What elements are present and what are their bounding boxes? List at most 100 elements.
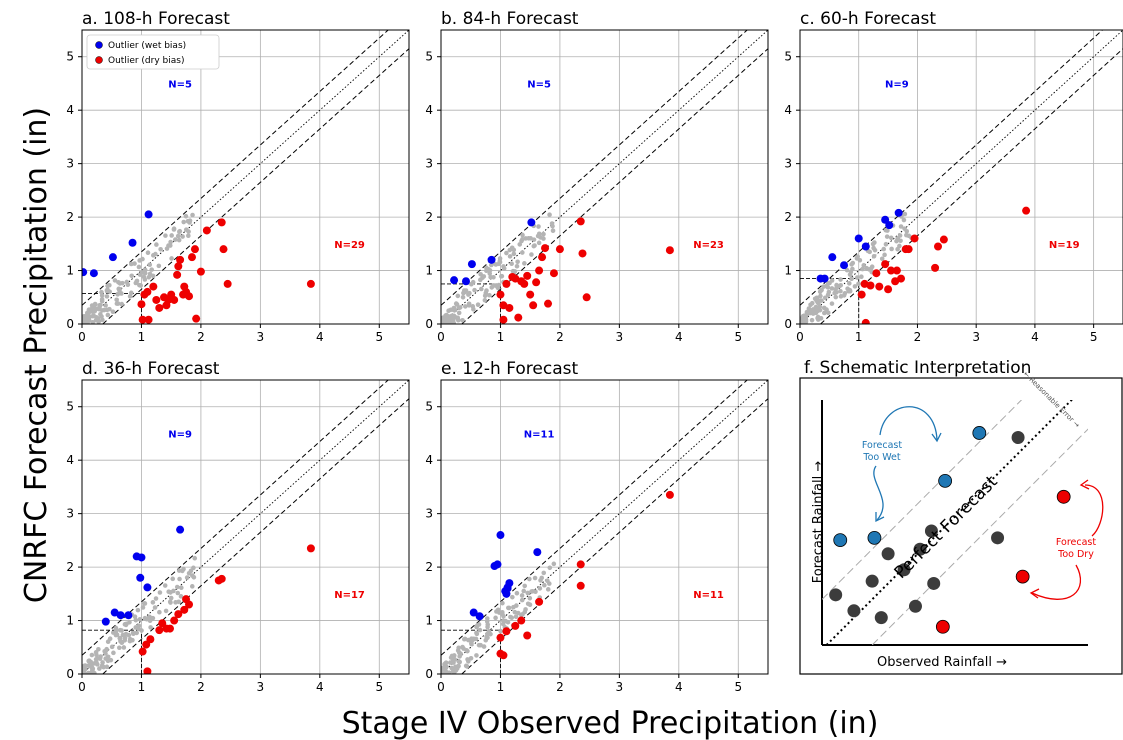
dry-point: [514, 313, 523, 322]
schematic-normal-point: [1011, 431, 1025, 445]
normal-point: [541, 231, 546, 237]
normal-point: [857, 257, 863, 263]
x-tick-label: 4: [1031, 330, 1039, 344]
normal-point: [163, 233, 168, 238]
dry-point: [665, 246, 674, 255]
wet-point: [894, 208, 903, 217]
normal-point: [532, 575, 538, 581]
normal-point: [90, 666, 96, 672]
normal-point: [847, 288, 853, 294]
normal-point: [454, 302, 460, 307]
upper-error-line: [800, 30, 1104, 306]
upper-reasonable-line: [822, 400, 1023, 600]
n-wet-label: N=9: [885, 79, 909, 90]
dry-point: [170, 295, 179, 304]
normal-point: [902, 211, 908, 217]
y-tick-label: 4: [66, 453, 74, 467]
y-tick-label: 1: [784, 264, 792, 278]
normal-point: [856, 281, 861, 287]
normal-point: [510, 594, 515, 600]
normal-point: [456, 305, 462, 311]
normal-point: [97, 302, 103, 308]
dry-point: [1022, 206, 1031, 215]
normal-point: [190, 212, 195, 218]
normal-point: [469, 281, 474, 287]
normal-point: [537, 586, 543, 591]
x-tick-label: 2: [556, 330, 564, 344]
normal-point: [441, 671, 445, 674]
normal-point: [484, 288, 489, 293]
normal-point: [149, 267, 154, 272]
normal-point: [169, 233, 174, 238]
normal-point: [180, 234, 185, 239]
dry-point: [857, 290, 866, 299]
normal-point: [532, 243, 537, 248]
normal-point: [819, 287, 824, 293]
dry-point: [866, 281, 875, 290]
normal-point: [86, 663, 91, 668]
plot-area: [441, 380, 768, 674]
normal-point: [177, 576, 182, 582]
x-tick-label: 2: [197, 680, 205, 694]
dry-point: [143, 287, 152, 296]
normal-point: [485, 624, 490, 630]
normal-point: [829, 301, 835, 306]
normal-point: [168, 239, 173, 245]
normal-point: [150, 615, 156, 621]
panel-5: 0 1 2 3 4 5 0 1 2 3 4 5 e. 12-h Forecast N=11 N=11: [425, 359, 769, 694]
x-tick-label: 1: [855, 330, 863, 344]
panel-title: c. 60-h Forecast: [800, 9, 936, 29]
normal-point: [825, 292, 831, 298]
upper-error-line: [441, 380, 748, 656]
y-tick-label: 5: [784, 50, 792, 64]
normal-point: [861, 263, 867, 268]
x-tick-label: 1: [497, 330, 505, 344]
dry-note-line2: Too Dry: [1057, 549, 1094, 560]
normal-point: [95, 662, 100, 667]
normal-point: [511, 604, 516, 610]
dry-point: [931, 263, 940, 272]
wet-point: [128, 238, 137, 247]
normal-point: [523, 236, 529, 241]
normal-point: [466, 303, 472, 308]
dry-point: [549, 269, 558, 278]
x-tick-label: 4: [316, 330, 324, 344]
normal-point: [145, 250, 151, 256]
normal-point: [123, 622, 129, 628]
normal-point: [476, 622, 482, 627]
panel-2: 0 1 2 3 4 5 0 1 2 3 4 5 b. 84-h Forecast N=5 N=23: [425, 9, 769, 344]
normal-point: [517, 242, 523, 247]
normal-point: [519, 593, 525, 598]
y-tick-label: 3: [66, 157, 74, 171]
normal-point: [152, 605, 158, 610]
normal-point: [92, 670, 97, 674]
axes-frame: [799, 29, 1123, 325]
normal-point: [882, 252, 887, 258]
normal-point: [501, 613, 506, 619]
normal-point: [487, 271, 493, 276]
y-tick-label: 3: [425, 507, 433, 521]
wet-point: [143, 583, 152, 592]
x-tick-label: 2: [556, 680, 564, 694]
normal-point: [115, 292, 120, 297]
normal-point: [447, 315, 453, 321]
normal-point: [838, 277, 843, 282]
normal-point: [96, 646, 101, 652]
normal-point: [527, 595, 533, 601]
dry-point: [578, 249, 587, 258]
normal-point: [451, 315, 457, 320]
y-tick-label: 4: [784, 103, 792, 117]
schematic-normal-point: [927, 576, 941, 590]
normal-point: [135, 625, 141, 630]
dry-point: [875, 282, 884, 291]
y-tick-label: 3: [66, 507, 74, 521]
wet-point: [89, 269, 98, 278]
normal-point: [818, 315, 824, 321]
x-tick-label: 3: [616, 680, 624, 694]
lower-error-line: [102, 48, 409, 324]
y-tick-label: 3: [425, 157, 433, 171]
dry-point: [196, 267, 205, 276]
y-tick-label: 5: [66, 50, 74, 64]
normal-point: [472, 287, 477, 293]
